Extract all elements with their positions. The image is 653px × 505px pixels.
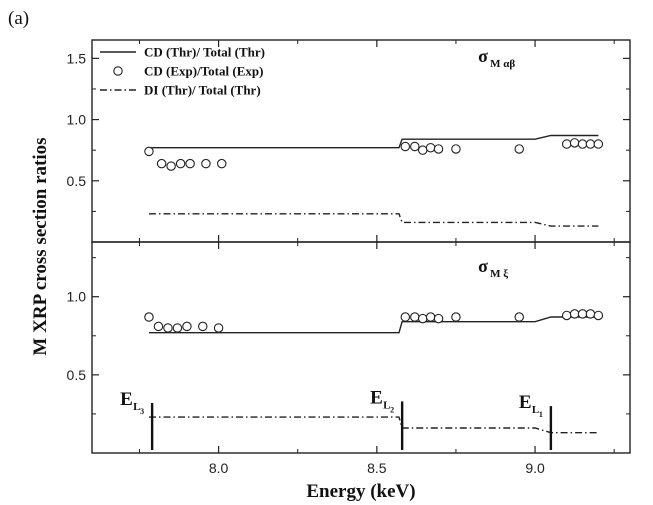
data-point: [172, 323, 183, 333]
legend-label: CD (Thr)/ Total (Thr): [144, 45, 265, 60]
data-point: [410, 141, 420, 152]
data-point: [425, 142, 436, 153]
data-point: [514, 312, 524, 322]
edge-label: E: [370, 387, 383, 408]
data-point: [569, 138, 580, 148]
series-line-di: [149, 416, 599, 434]
edge-label-sub: L: [383, 399, 390, 411]
edge-label-sub: L: [133, 401, 140, 413]
data-point: [400, 141, 411, 152]
panel-title-subscript: M ξ: [490, 268, 508, 280]
data-point: [417, 313, 428, 324]
legend-label: CD (Exp)/Total (Exp): [144, 64, 263, 79]
panel-title: σ: [478, 256, 488, 276]
edge-label: E: [120, 389, 133, 410]
y-tick-label: 1.5: [67, 50, 87, 66]
data-point: [213, 323, 224, 333]
y-tick-label: 1.0: [67, 112, 87, 128]
x-axis-title: Energy (keV): [306, 481, 415, 502]
data-point: [201, 158, 211, 169]
edge-label-subsub: 1: [539, 410, 543, 419]
data-point: [144, 146, 154, 157]
edge-label: E: [519, 392, 532, 413]
data-point: [144, 312, 154, 322]
data-point: [153, 321, 164, 332]
panel-frame: [91, 241, 631, 454]
y-tick-label: 1.0: [67, 289, 87, 305]
data-point: [514, 144, 524, 154]
data-point: [593, 139, 604, 149]
figure-label: (a): [8, 8, 29, 29]
panel-title-subscript: M αβ: [490, 58, 515, 70]
data-point: [185, 158, 195, 169]
panel-title: σ: [478, 46, 488, 66]
data-point: [433, 144, 444, 154]
legend: CD (Thr)/ Total (Thr) CD (Exp)/Total (Exp…: [100, 45, 265, 98]
y-axis-title: M XRP cross section ratios: [30, 137, 51, 355]
data-point: [561, 310, 572, 321]
edge-label-subsub: 3: [140, 407, 144, 416]
data-point: [400, 312, 411, 322]
data-point: [198, 321, 208, 332]
panel-bottom: 0.51.0σ M ξE L 3E L 2 E L 1: [67, 241, 631, 454]
data-point: [417, 145, 428, 155]
chart-root: 0.51.01.5 σ M αβ0.51.0σ M ξE L 3E L 2 E L 18.0 8.5 9…: [30, 39, 631, 502]
y-tick-label: 0.5: [67, 173, 87, 189]
data-point: [451, 312, 461, 322]
legend-label: DI (Thr)/ Total (Thr): [144, 83, 261, 98]
series-line-cd: [149, 316, 599, 334]
data-point: [577, 309, 588, 319]
legend-marker: [113, 66, 123, 76]
x-tick-label: 9.0: [525, 460, 545, 476]
x-tick-label: 8.0: [209, 460, 229, 476]
data-point: [451, 144, 461, 154]
data-point: [561, 139, 572, 149]
data-point: [569, 309, 580, 319]
data-point: [163, 323, 173, 333]
y-tick-label: 0.5: [67, 367, 87, 383]
data-point: [433, 313, 444, 324]
data-point: [425, 312, 436, 322]
x-tick-label: 8.5: [367, 460, 387, 476]
edge-label-sub: L: [532, 404, 539, 416]
data-point: [166, 161, 176, 171]
data-point: [577, 139, 588, 149]
data-point: [410, 312, 420, 322]
data-point: [593, 310, 604, 321]
data-point: [217, 158, 227, 169]
data-point: [585, 139, 596, 149]
data-point: [585, 309, 596, 319]
edge-label-subsub: 2: [390, 405, 394, 414]
data-point: [156, 158, 167, 169]
data-point: [175, 158, 186, 169]
series-line-cd: [149, 134, 599, 149]
data-point: [182, 321, 192, 332]
series-line-di: [149, 213, 599, 227]
